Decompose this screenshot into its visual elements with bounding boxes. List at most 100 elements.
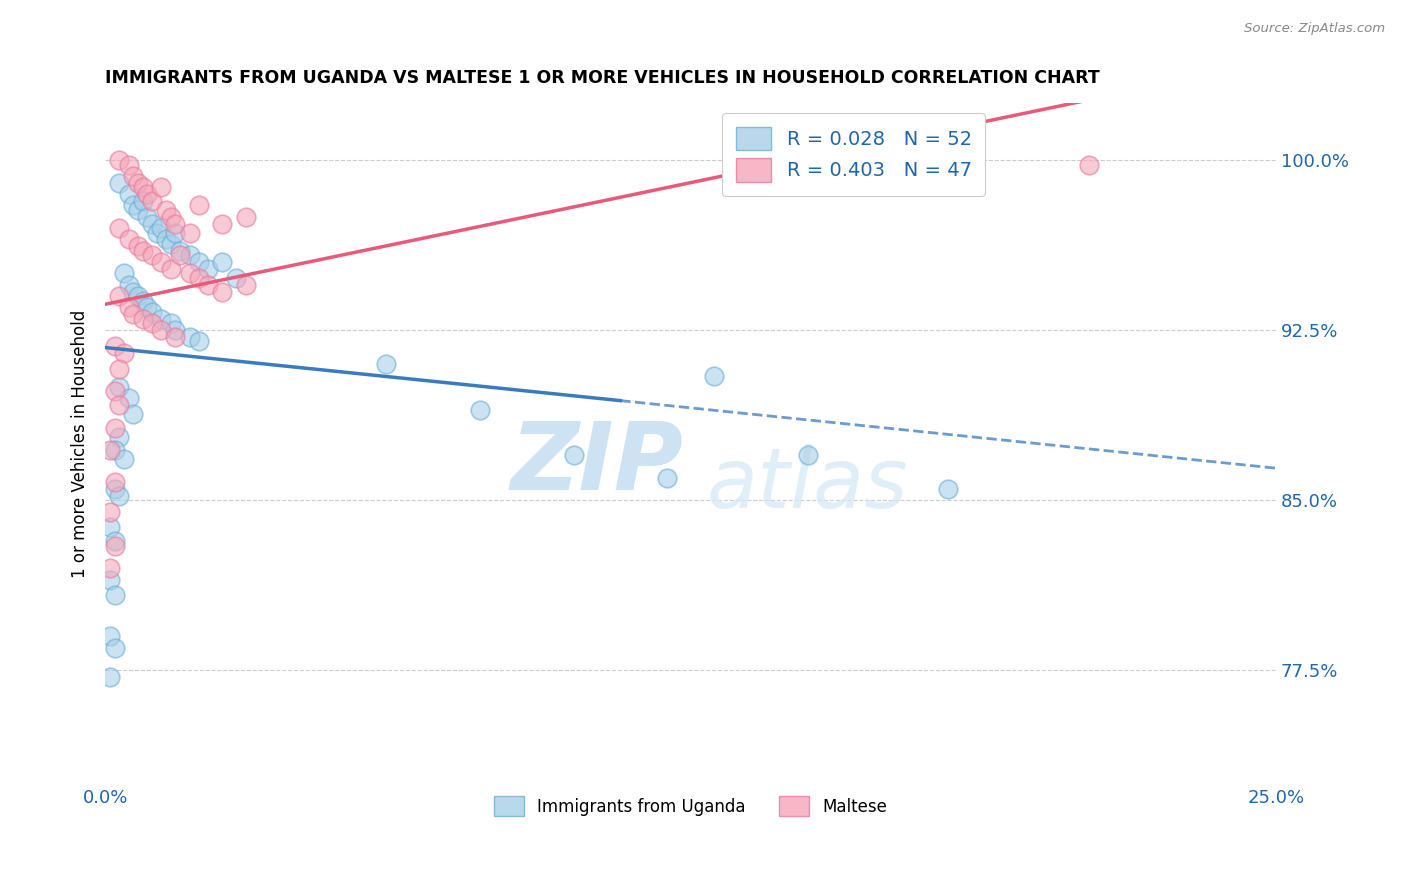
Point bbox=[117, 232, 139, 246]
Point bbox=[703, 368, 725, 383]
Point bbox=[108, 380, 131, 394]
Point bbox=[117, 391, 139, 405]
Point bbox=[103, 482, 125, 496]
Point bbox=[127, 202, 149, 217]
Point bbox=[122, 407, 145, 421]
Point bbox=[235, 277, 257, 292]
Point bbox=[159, 261, 181, 276]
Text: Source: ZipAtlas.com: Source: ZipAtlas.com bbox=[1244, 22, 1385, 36]
Point bbox=[150, 255, 173, 269]
Point bbox=[103, 339, 125, 353]
Point bbox=[98, 443, 121, 458]
Point bbox=[211, 285, 233, 299]
Point bbox=[103, 640, 125, 655]
Point bbox=[98, 561, 121, 575]
Point bbox=[112, 452, 135, 467]
Point bbox=[108, 176, 131, 190]
Point bbox=[169, 244, 191, 258]
Point bbox=[936, 482, 959, 496]
Point bbox=[131, 311, 153, 326]
Point bbox=[187, 334, 209, 349]
Point bbox=[155, 232, 177, 246]
Point bbox=[225, 271, 247, 285]
Point bbox=[103, 589, 125, 603]
Legend: Immigrants from Uganda, Maltese: Immigrants from Uganda, Maltese bbox=[488, 789, 894, 823]
Point bbox=[187, 271, 209, 285]
Point bbox=[375, 357, 398, 371]
Point bbox=[98, 573, 121, 587]
Point bbox=[197, 261, 219, 276]
Point bbox=[117, 187, 139, 202]
Point bbox=[103, 534, 125, 549]
Point bbox=[136, 187, 159, 202]
Point bbox=[122, 169, 145, 183]
Point bbox=[150, 323, 173, 337]
Point bbox=[141, 217, 163, 231]
Point bbox=[145, 226, 167, 240]
Point bbox=[131, 293, 153, 308]
Point bbox=[108, 289, 131, 303]
Point bbox=[127, 176, 149, 190]
Point bbox=[211, 255, 233, 269]
Point bbox=[165, 217, 187, 231]
Point bbox=[122, 198, 145, 212]
Point bbox=[141, 316, 163, 330]
Y-axis label: 1 or more Vehicles in Household: 1 or more Vehicles in Household bbox=[72, 310, 89, 578]
Point bbox=[169, 248, 191, 262]
Point bbox=[179, 267, 201, 281]
Point bbox=[136, 210, 159, 224]
Point bbox=[103, 420, 125, 434]
Point bbox=[179, 248, 201, 262]
Point bbox=[98, 670, 121, 684]
Point bbox=[117, 277, 139, 292]
Point bbox=[468, 402, 491, 417]
Point bbox=[796, 448, 818, 462]
Point bbox=[562, 448, 585, 462]
Point bbox=[117, 301, 139, 315]
Point bbox=[141, 194, 163, 208]
Point bbox=[141, 248, 163, 262]
Point bbox=[108, 398, 131, 412]
Text: atlas: atlas bbox=[707, 444, 908, 524]
Point bbox=[103, 475, 125, 489]
Point bbox=[122, 285, 145, 299]
Point bbox=[117, 158, 139, 172]
Point bbox=[150, 311, 173, 326]
Point bbox=[159, 210, 181, 224]
Point bbox=[159, 237, 181, 252]
Point bbox=[150, 180, 173, 194]
Point bbox=[187, 255, 209, 269]
Point bbox=[141, 305, 163, 319]
Point bbox=[159, 316, 181, 330]
Point bbox=[98, 629, 121, 643]
Point bbox=[179, 330, 201, 344]
Point bbox=[127, 239, 149, 253]
Point bbox=[98, 505, 121, 519]
Point bbox=[197, 277, 219, 292]
Point bbox=[187, 198, 209, 212]
Point bbox=[108, 489, 131, 503]
Point bbox=[103, 384, 125, 399]
Point bbox=[98, 520, 121, 534]
Text: IMMIGRANTS FROM UGANDA VS MALTESE 1 OR MORE VEHICLES IN HOUSEHOLD CORRELATION CH: IMMIGRANTS FROM UGANDA VS MALTESE 1 OR M… bbox=[105, 69, 1099, 87]
Point bbox=[657, 470, 679, 484]
Point bbox=[150, 221, 173, 235]
Point bbox=[179, 226, 201, 240]
Text: ZIP: ZIP bbox=[510, 418, 683, 510]
Point bbox=[112, 267, 135, 281]
Point bbox=[136, 301, 159, 315]
Point bbox=[108, 221, 131, 235]
Point bbox=[165, 323, 187, 337]
Point bbox=[165, 226, 187, 240]
Point bbox=[155, 202, 177, 217]
Point bbox=[103, 443, 125, 458]
Point bbox=[108, 361, 131, 376]
Point bbox=[122, 307, 145, 321]
Point bbox=[235, 210, 257, 224]
Point bbox=[112, 346, 135, 360]
Point bbox=[108, 153, 131, 167]
Point bbox=[165, 330, 187, 344]
Point bbox=[127, 289, 149, 303]
Point bbox=[211, 217, 233, 231]
Point bbox=[131, 180, 153, 194]
